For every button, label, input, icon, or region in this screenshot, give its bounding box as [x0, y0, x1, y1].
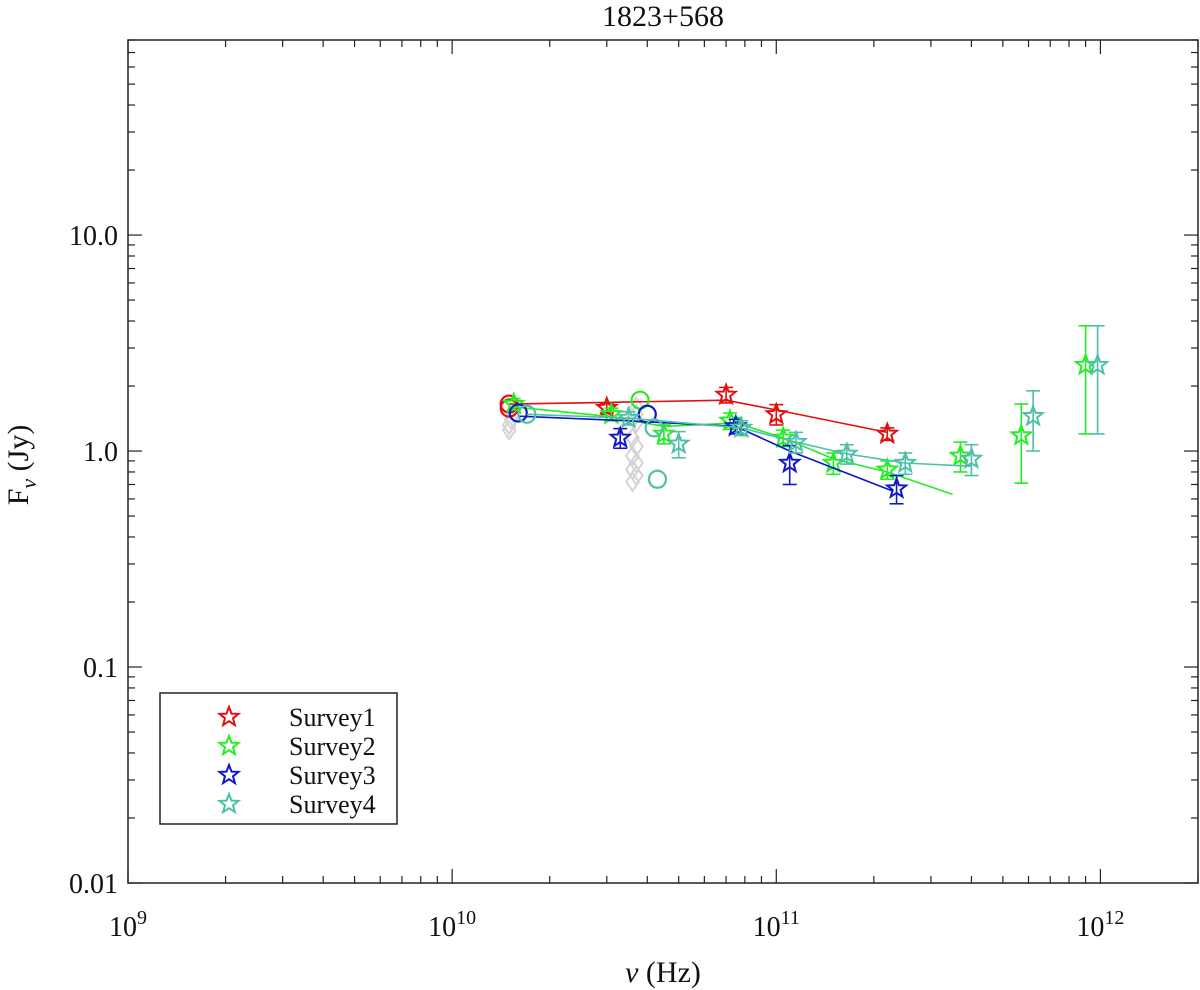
legend-label-survey3: Survey3: [289, 761, 376, 790]
circle-marker: [517, 404, 537, 424]
x-tick-label: 1010: [428, 907, 476, 943]
legend-label-survey4: Survey4: [289, 790, 376, 819]
y-tick-label: 0.01: [69, 869, 118, 900]
x-tick-label: 1011: [753, 907, 800, 943]
legend-marker-survey4: [216, 791, 242, 815]
star-marker: [764, 401, 789, 425]
star-marker: [666, 430, 691, 455]
x-tick-exp: 12: [1104, 907, 1124, 929]
legend-marker-survey1: [216, 704, 242, 728]
star-marker: [834, 441, 860, 465]
star-marker: [948, 442, 973, 467]
circle-marker: [508, 403, 528, 423]
x-axis-title-symbol: ν: [625, 956, 639, 989]
y-axis-title: Fν (Jy): [2, 425, 41, 506]
star-marker: [783, 429, 809, 453]
star-marker: [599, 401, 624, 425]
star-marker: [1020, 403, 1046, 427]
star-marker: [1085, 352, 1110, 376]
star-marker: [594, 395, 620, 419]
circle-marker: [647, 469, 668, 489]
legend-marker-survey2: [216, 733, 242, 757]
star-marker: [713, 382, 739, 406]
legend-box: [159, 692, 398, 825]
y-tick-label: 1.0: [83, 437, 118, 468]
series-survey2: [501, 325, 1098, 496]
star-marker: [893, 450, 918, 474]
star-marker: [777, 450, 802, 474]
chart-title: 1823+568: [602, 0, 724, 33]
x-tick-label: 1012: [1076, 907, 1124, 943]
y-axis-title-sub: ν: [16, 479, 41, 489]
star-marker: [959, 446, 984, 470]
x-tick-base: 10: [753, 912, 781, 943]
circle-marker: [644, 418, 664, 438]
y-tick-label: 0.1: [83, 653, 118, 684]
background-point: [628, 464, 644, 487]
star-marker: [884, 475, 909, 500]
series-survey1: [499, 382, 900, 445]
series-layer: [499, 325, 1110, 505]
background-point: [624, 471, 640, 493]
x-tick-label: 109: [109, 907, 147, 943]
background-point: [501, 419, 517, 441]
x-axis-title-unit: (Hz): [638, 956, 700, 989]
series-survey4: [517, 325, 1110, 489]
y-tick-label: 10.0: [69, 221, 118, 252]
background-point: [501, 414, 517, 436]
x-axis-title: ν (Hz): [625, 956, 701, 989]
x-tick-base: 10: [109, 912, 137, 943]
x-tick-exp: 11: [781, 907, 800, 929]
star-marker: [770, 425, 796, 449]
star-marker: [651, 421, 677, 445]
star-marker: [875, 421, 900, 445]
x-tick-exp: 10: [456, 907, 476, 929]
star-marker: [729, 415, 754, 439]
legend-label-survey1: Survey1: [289, 703, 376, 732]
series-line: [518, 415, 894, 493]
x-tick-base: 10: [428, 912, 456, 943]
legend-label-survey2: Survey2: [289, 732, 376, 761]
x-tick-base: 10: [1076, 912, 1104, 943]
star-marker: [1009, 422, 1034, 446]
star-marker: [607, 425, 633, 449]
star-marker: [875, 456, 900, 481]
y-axis-title-unit: (Jy): [2, 425, 35, 479]
star-marker: [616, 405, 641, 429]
y-axis-title-F: F: [2, 489, 35, 506]
star-marker: [501, 391, 527, 415]
axes-frame: [127, 39, 1199, 884]
legend-marker-survey3: [216, 762, 242, 786]
x-tick-exp: 9: [137, 907, 147, 929]
